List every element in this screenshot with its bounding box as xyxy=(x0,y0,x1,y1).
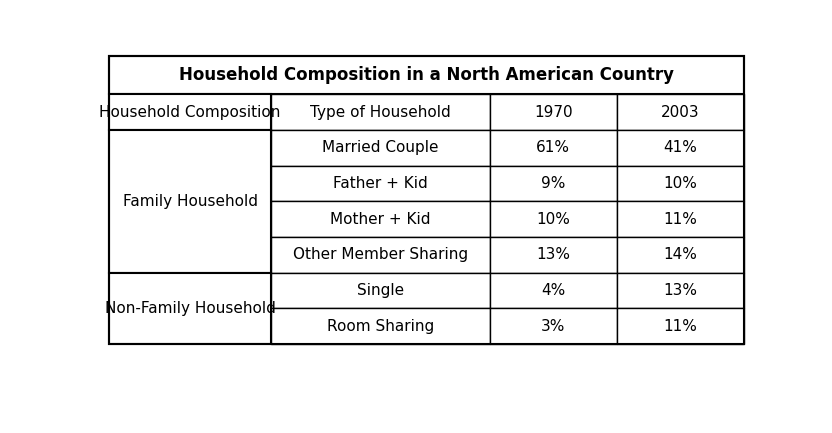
Text: Father + Kid: Father + Kid xyxy=(333,176,428,191)
Bar xyxy=(617,201,744,237)
Text: 1970: 1970 xyxy=(534,105,572,120)
Text: 61%: 61% xyxy=(537,140,570,155)
Text: 2003: 2003 xyxy=(661,105,700,120)
Bar xyxy=(271,201,490,237)
Bar xyxy=(490,201,617,237)
Text: 9%: 9% xyxy=(541,176,566,191)
Text: Type of Household: Type of Household xyxy=(310,105,451,120)
Bar xyxy=(617,94,744,130)
Bar xyxy=(617,237,744,273)
Bar xyxy=(490,130,617,166)
Text: 11%: 11% xyxy=(663,212,697,226)
Text: 13%: 13% xyxy=(537,247,570,262)
Text: 10%: 10% xyxy=(537,212,570,226)
Text: 11%: 11% xyxy=(663,319,697,334)
Bar xyxy=(490,237,617,273)
Bar xyxy=(490,94,617,130)
Bar xyxy=(617,166,744,201)
Text: Family Household: Family Household xyxy=(122,194,258,209)
Bar xyxy=(271,308,490,344)
Text: Household Composition: Household Composition xyxy=(99,105,280,120)
Bar xyxy=(109,94,271,130)
Text: 41%: 41% xyxy=(663,140,697,155)
Text: Non-Family Household: Non-Family Household xyxy=(105,301,275,316)
Text: Married Couple: Married Couple xyxy=(322,140,438,155)
Bar xyxy=(271,273,490,308)
Bar xyxy=(490,166,617,201)
Bar xyxy=(109,56,744,344)
Bar xyxy=(271,166,490,201)
Bar xyxy=(490,308,617,344)
Text: 13%: 13% xyxy=(663,283,697,298)
Bar xyxy=(617,130,744,166)
Text: Room Sharing: Room Sharing xyxy=(327,319,434,334)
Text: 14%: 14% xyxy=(663,247,697,262)
Text: 3%: 3% xyxy=(541,319,566,334)
Text: Other Member Sharing: Other Member Sharing xyxy=(293,247,468,262)
Bar xyxy=(109,56,744,94)
Text: 4%: 4% xyxy=(541,283,566,298)
Bar xyxy=(271,94,490,130)
Bar xyxy=(617,273,744,308)
Text: Single: Single xyxy=(357,283,404,298)
Text: 10%: 10% xyxy=(663,176,697,191)
Text: Mother + Kid: Mother + Kid xyxy=(330,212,431,226)
Bar xyxy=(617,308,744,344)
Text: Household Composition in a North American Country: Household Composition in a North America… xyxy=(179,66,674,84)
Bar xyxy=(109,273,271,344)
Bar xyxy=(490,273,617,308)
Bar xyxy=(109,130,271,273)
Bar xyxy=(271,237,490,273)
Bar xyxy=(271,130,490,166)
